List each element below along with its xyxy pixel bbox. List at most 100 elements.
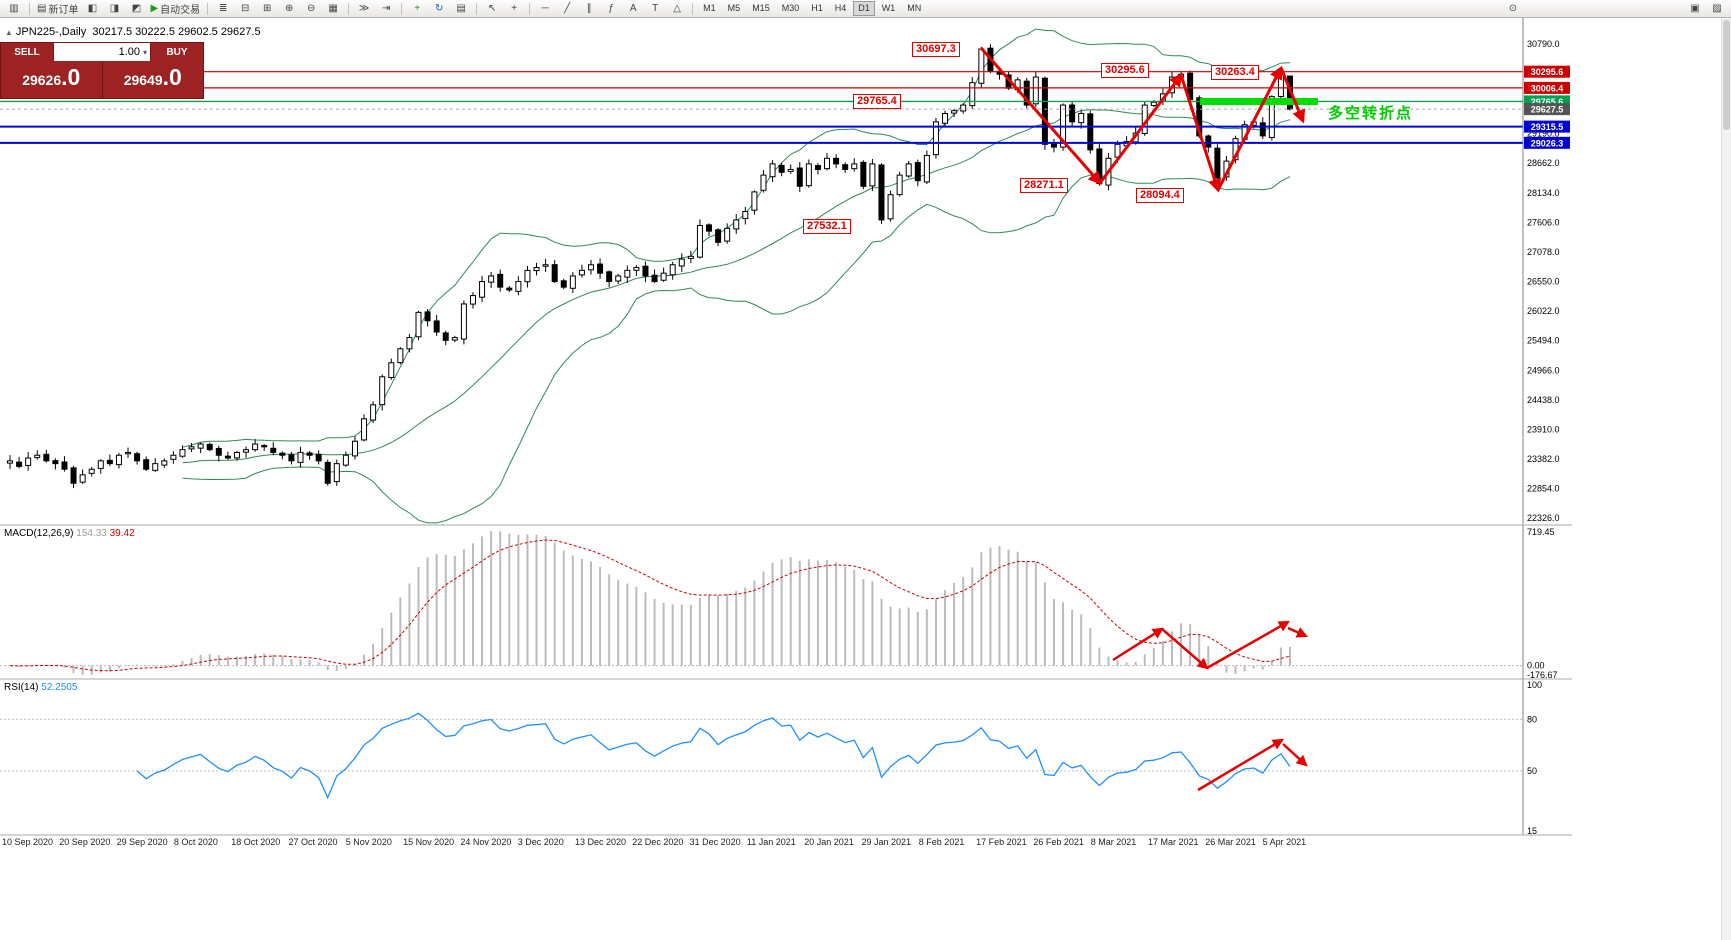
trend-arrow-object[interactable] [1161, 628, 1209, 670]
sell-button[interactable]: SELL [14, 46, 40, 58]
time-axis-label: 10 Sep 2020 [2, 837, 53, 847]
time-axis-label: 26 Mar 2021 [1205, 837, 1256, 847]
tile-horizontally-icon: ⊞ [262, 2, 272, 14]
price-annotation[interactable]: 30697.3 [912, 42, 960, 57]
market-watch-icon[interactable]: ◧ [81, 0, 103, 17]
new-chart-icon[interactable]: ▥ [3, 0, 25, 17]
timeframe-button-h1[interactable]: H1 [811, 3, 823, 13]
green-bar-object[interactable] [1200, 98, 1318, 105]
macd-arrows[interactable] [1112, 620, 1309, 670]
trend-arrow-object[interactable] [1098, 72, 1183, 184]
new-order-button[interactable]: ▤ 新订单 [34, 0, 81, 17]
shapes-icon: △ [673, 2, 681, 14]
trend-arrow-object[interactable] [1179, 74, 1222, 193]
tile-windows-icon: ▦ [328, 2, 338, 14]
buy-button[interactable]: BUY [166, 46, 188, 58]
volume-dropdown-icon[interactable]: ▾ [142, 47, 147, 57]
timeframe-button-w1[interactable]: W1 [881, 3, 896, 13]
timeframe-button-m30[interactable]: M30 [781, 3, 800, 13]
fibonacci-icon[interactable]: ƒ [600, 0, 622, 17]
auto-scroll-icon[interactable]: ≫ [353, 0, 375, 17]
trend-arrow-object[interactable] [1287, 626, 1309, 638]
vertical-scrollbar[interactable] [1721, 18, 1731, 940]
time-axis-label: 29 Jan 2021 [862, 837, 912, 847]
templates-icon[interactable]: ▤ [450, 0, 472, 17]
rsi-value: 52.2505 [41, 682, 78, 693]
rsi-arrows[interactable] [1197, 738, 1308, 792]
trend-arrow-object[interactable] [1206, 620, 1290, 670]
autotrading-button-label: 自动交易 [160, 5, 201, 16]
price-annotation[interactable]: 27532.1 [803, 219, 851, 234]
trendline-icon[interactable]: ╱ [556, 0, 578, 17]
turning-point-label[interactable]: 多空转折点 [1328, 105, 1414, 122]
volume-input[interactable]: 1.00 ▾ [53, 43, 151, 61]
timeframe-button-m5[interactable]: M5 [727, 3, 741, 13]
price-annotation[interactable]: 30295.6 [1101, 63, 1149, 78]
data-window-icon[interactable]: ◨ [103, 0, 125, 17]
price-axis-label: 22326.0 [1527, 513, 1560, 523]
zoom-in-icon[interactable]: ⊕ [278, 0, 300, 17]
channel-icon[interactable]: ∥ [578, 0, 600, 17]
symbol-title: JPN225-,Daily [15, 26, 87, 38]
refresh-icon[interactable]: ↻ [428, 0, 450, 17]
chart-canvas[interactable]: 30790.0 29190.0 28662.0 28134.0 27606.0 27078… [0, 18, 1731, 940]
timeframe-button-m1[interactable]: M1 [703, 3, 716, 13]
trend-arrow-object[interactable] [979, 47, 1102, 186]
collapse-icon[interactable]: ▲ [5, 28, 13, 37]
shapes-icon[interactable]: △ [666, 0, 688, 17]
green-highlight-bar[interactable] [1200, 98, 1318, 105]
trend-arrow-object[interactable] [1282, 743, 1308, 767]
pane-dividers[interactable] [0, 524, 1572, 836]
zoom-out-icon: ⊖ [306, 2, 316, 14]
time-axis-label: 26 Feb 2021 [1033, 837, 1084, 847]
trend-arrow-object[interactable] [1112, 627, 1164, 662]
search-icon[interactable]: ⊙ [1502, 0, 1524, 17]
horizontal-line-objects[interactable] [0, 71, 1523, 144]
autotrading-button: ▶ [150, 2, 159, 14]
macd-main-value: 154.33 [76, 528, 107, 539]
timeframe-button-d1[interactable]: D1 [853, 1, 875, 16]
timeframe-button-mn[interactable]: MN [907, 3, 922, 13]
cascade-windows-icon: ≣ [218, 2, 228, 14]
macd-name: MACD(12,26,9) [4, 528, 74, 539]
text-icon[interactable]: A [622, 0, 644, 17]
text-label-icon[interactable]: T [644, 0, 666, 17]
sell-price[interactable]: 29626.0 [1, 61, 102, 98]
price-annotation[interactable]: 30263.4 [1211, 65, 1259, 80]
price-annotation[interactable]: 29765.4 [853, 94, 901, 109]
tile-vertically-icon[interactable]: ⊟ [234, 0, 256, 17]
price-badge: 30006.4 [1531, 83, 1564, 93]
chart-shift-icon[interactable]: ⇥ [375, 0, 397, 17]
toolbar-separator [348, 2, 350, 15]
cascade-windows-icon[interactable]: ≣ [212, 0, 234, 17]
time-axis-label: 15 Nov 2020 [403, 837, 454, 847]
tile-windows-icon[interactable]: ▦ [322, 0, 344, 17]
buy-price[interactable]: 29649.0 [101, 61, 204, 98]
symbol-ohlc: 30217.5 30222.5 29602.5 29627.5 [92, 26, 261, 38]
time-axis-label: 5 Apr 2021 [1263, 837, 1307, 847]
trend-arrow-object[interactable] [1279, 67, 1306, 124]
panel-toggle-icon[interactable]: ▨ [1706, 0, 1728, 17]
tile-horizontally-icon[interactable]: ⊞ [256, 0, 278, 17]
scrollbar-thumb[interactable] [1723, 20, 1730, 130]
time-axis-label: 27 Oct 2020 [289, 837, 338, 847]
autotrading-button[interactable]: ▶ 自动交易 [147, 0, 203, 17]
candlestick-series [7, 44, 1293, 489]
add-indicator-icon[interactable]: + [406, 0, 428, 17]
trend-arrow-object[interactable] [1216, 65, 1283, 191]
crosshair-icon[interactable]: + [503, 0, 525, 17]
main-chart-arrows[interactable] [979, 47, 1306, 193]
dock-icon[interactable]: ▣ [1684, 0, 1706, 17]
chart-window[interactable]: 30790.0 29190.0 28662.0 28134.0 27606.0 27078… [0, 18, 1731, 940]
cursor-icon[interactable]: ↖ [481, 0, 503, 17]
price-annotation[interactable]: 28271.1 [1020, 178, 1068, 193]
time-axis-label: 18 Oct 2020 [231, 837, 280, 847]
timeframe-button-h4[interactable]: H4 [834, 3, 847, 13]
sell-price-main: 29626 [22, 72, 62, 88]
timeframe-button-m15[interactable]: M15 [752, 3, 770, 13]
navigator-icon[interactable]: ◩ [125, 0, 147, 17]
trend-arrow-object[interactable] [1197, 738, 1284, 792]
zoom-out-icon[interactable]: ⊖ [300, 0, 322, 17]
price-annotation[interactable]: 28094.4 [1136, 188, 1184, 203]
horizontal-line-icon[interactable]: ─ [534, 0, 556, 17]
